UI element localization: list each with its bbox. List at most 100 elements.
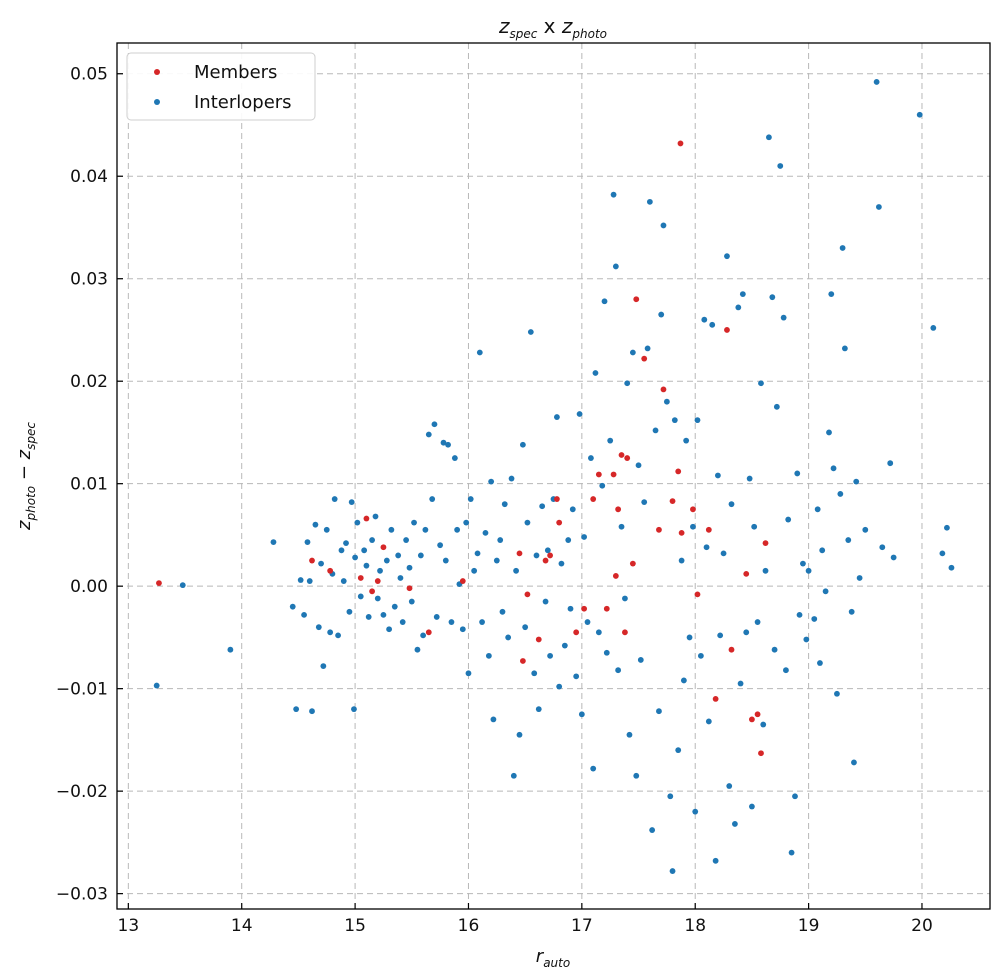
point-interlopers (853, 478, 860, 485)
point-interlopers (522, 624, 529, 631)
point-interlopers (828, 291, 835, 297)
point-interlopers (644, 345, 651, 352)
point-interlopers (323, 526, 330, 533)
point-members (581, 605, 588, 612)
point-interlopers (773, 403, 780, 410)
point-interlopers (395, 552, 402, 559)
point-interlopers (386, 626, 393, 633)
point-interlopers (348, 499, 355, 506)
axis-ticks: 13 14 15 16 17 18 19 20 −0.03 −0.02 −0.01 0.00 0.01 0… (56, 65, 933, 936)
y-tick-label: −0.03 (56, 885, 108, 905)
point-interlopers (754, 619, 761, 625)
point-interlopers (675, 747, 682, 754)
point-interlopers (803, 636, 810, 643)
point-interlopers (834, 690, 840, 697)
point-interlopers (851, 759, 857, 766)
y-tick-label: −0.02 (56, 782, 108, 802)
point-interlopers (771, 646, 778, 653)
point-interlopers (607, 437, 614, 444)
point-interlopers (573, 673, 580, 680)
point-members (363, 515, 370, 522)
x-tick-label: 16 (458, 916, 480, 936)
point-interlopers (667, 793, 674, 800)
point-interlopers (357, 593, 364, 600)
y-tick-label: −0.01 (56, 680, 108, 700)
point-interlopers (425, 431, 432, 438)
point-interlopers (712, 857, 719, 864)
point-interlopers (399, 619, 406, 625)
point-members (327, 567, 334, 574)
point-interlopers (297, 577, 304, 583)
point-interlopers (388, 526, 395, 533)
point-interlopers (569, 506, 576, 513)
point-interlopers (561, 642, 568, 649)
point-interlopers (499, 608, 506, 615)
point-interlopers (535, 706, 542, 713)
x-label-subscript: auto (543, 956, 570, 970)
point-interlopers (493, 557, 500, 564)
point-interlopers (841, 345, 848, 352)
point-interlopers (692, 808, 699, 815)
point-interlopers (454, 526, 461, 533)
point-members (573, 629, 580, 636)
point-interlopers (714, 472, 721, 479)
point-interlopers (327, 629, 334, 636)
title-spec-subscript: spec (509, 27, 537, 41)
point-interlopers (505, 634, 512, 641)
point-interlopers (746, 475, 753, 482)
point-interlopers (618, 523, 625, 530)
point-interlopers (732, 821, 738, 827)
point-interlopers (624, 380, 631, 387)
y-label-minus: − (14, 459, 35, 486)
point-interlopers (705, 718, 712, 725)
point-interlopers (397, 575, 404, 581)
point-interlopers (678, 557, 685, 564)
point-members (590, 496, 597, 502)
point-interlopers (737, 680, 744, 687)
point-interlopers (380, 611, 387, 618)
point-interlopers (406, 564, 413, 571)
point-interlopers (417, 552, 424, 559)
point-interlopers (646, 198, 653, 205)
point-members (728, 646, 735, 653)
point-members (618, 452, 625, 458)
point-interlopers (633, 772, 640, 779)
point-interlopers (445, 441, 451, 448)
y-tick-label: 0.00 (70, 577, 108, 597)
point-interlopers (527, 329, 534, 335)
point-interlopers (709, 321, 716, 328)
point-interlopers (539, 503, 546, 510)
point-interlopers (309, 708, 315, 715)
point-interlopers (488, 478, 495, 485)
point-members (374, 578, 381, 584)
point-members (656, 526, 662, 533)
point-interlopers (448, 619, 455, 625)
point-interlopers (944, 524, 950, 531)
point-interlopers (760, 721, 767, 728)
point-interlopers (728, 501, 735, 508)
point-interlopers (629, 349, 636, 356)
point-members (595, 471, 602, 478)
point-interlopers (369, 537, 375, 543)
point-members (524, 591, 531, 598)
x-tick-label: 14 (231, 916, 253, 936)
point-interlopers (743, 629, 750, 636)
point-interlopers (547, 652, 553, 659)
point-interlopers (420, 632, 427, 639)
point-interlopers (720, 550, 727, 557)
point-interlopers (476, 349, 483, 356)
point-interlopers (735, 304, 742, 311)
point-members (641, 355, 648, 362)
point-interlopers (363, 562, 370, 569)
point-interlopers (542, 598, 549, 605)
point-members (554, 496, 560, 502)
point-members (669, 498, 676, 505)
y-tick-label: 0.04 (70, 167, 108, 187)
point-interlopers (408, 598, 415, 605)
point-interlopers (694, 417, 701, 424)
point-interlopers (289, 603, 296, 610)
point-interlopers (558, 560, 565, 567)
point-interlopers (429, 496, 436, 502)
point-members (612, 573, 619, 579)
